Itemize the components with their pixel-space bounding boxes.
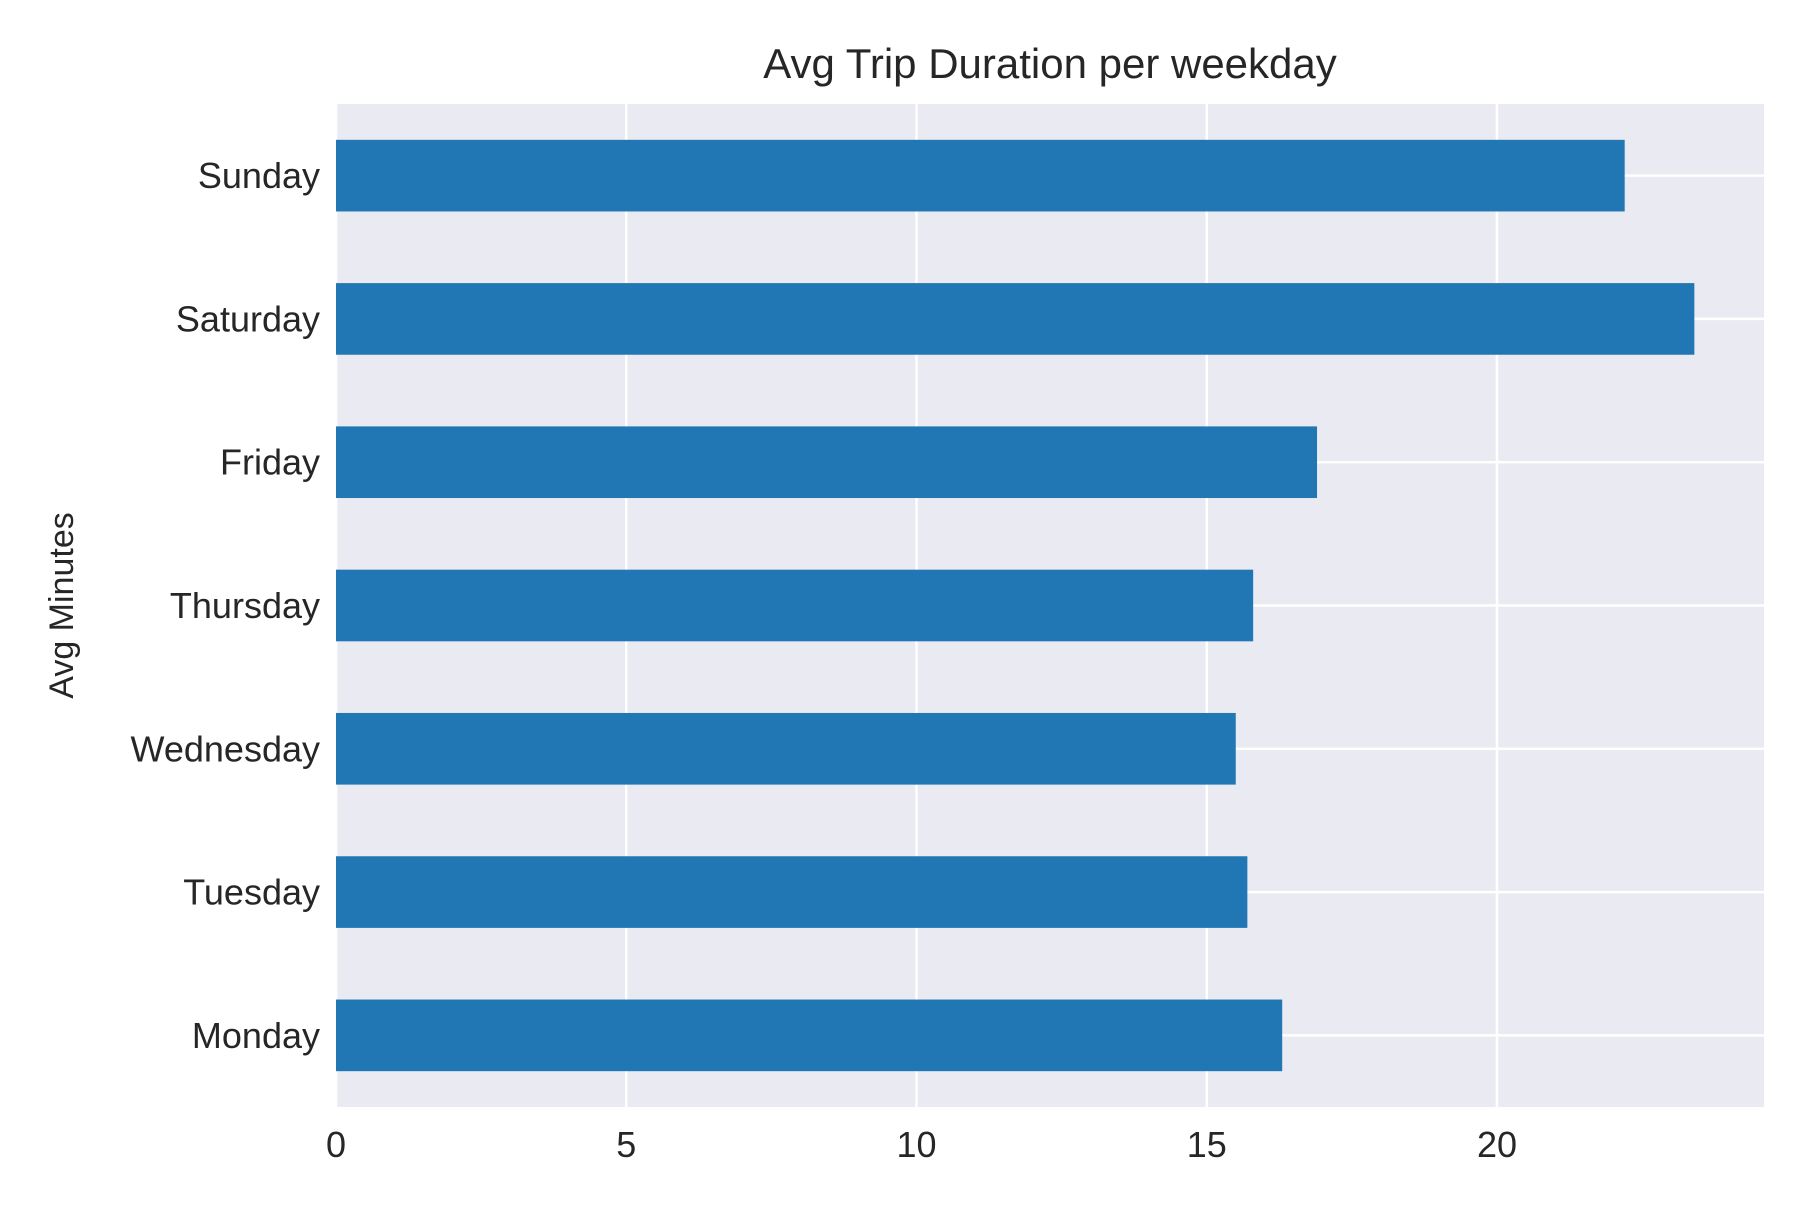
y-tick-label-wednesday: Wednesday xyxy=(131,728,320,769)
y-axis-title: Avg Minutes xyxy=(43,512,81,698)
y-tick-label-friday: Friday xyxy=(220,442,320,483)
bar-thursday xyxy=(336,569,1254,642)
bar-sunday xyxy=(336,139,1625,212)
y-tick-label-sunday: Sunday xyxy=(198,155,320,196)
bars xyxy=(336,139,1695,1072)
x-tick-label: 20 xyxy=(1477,1124,1517,1165)
x-tick-label: 15 xyxy=(1187,1124,1227,1165)
bar-friday xyxy=(336,426,1318,499)
y-tick-labels: Monday Tuesday Wednesday Thursday Friday Satu… xyxy=(131,155,320,1056)
x-tick-labels: 0 5 10 15 20 xyxy=(326,1124,1517,1165)
y-tick-label-monday: Monday xyxy=(192,1015,320,1056)
bar-saturday xyxy=(336,283,1695,355)
bar-tuesday xyxy=(336,856,1248,928)
y-tick-label-tuesday: Tuesday xyxy=(183,872,320,913)
bar-monday xyxy=(336,999,1283,1072)
y-tick-label-thursday: Thursday xyxy=(170,585,320,626)
x-tick-label: 5 xyxy=(616,1124,636,1165)
chart-title: Avg Trip Duration per weekday xyxy=(763,40,1337,87)
x-tick-label: 10 xyxy=(896,1124,936,1165)
y-tick-label-saturday: Saturday xyxy=(176,298,320,339)
bar-wednesday xyxy=(336,712,1236,785)
x-tick-label: 0 xyxy=(326,1124,346,1165)
